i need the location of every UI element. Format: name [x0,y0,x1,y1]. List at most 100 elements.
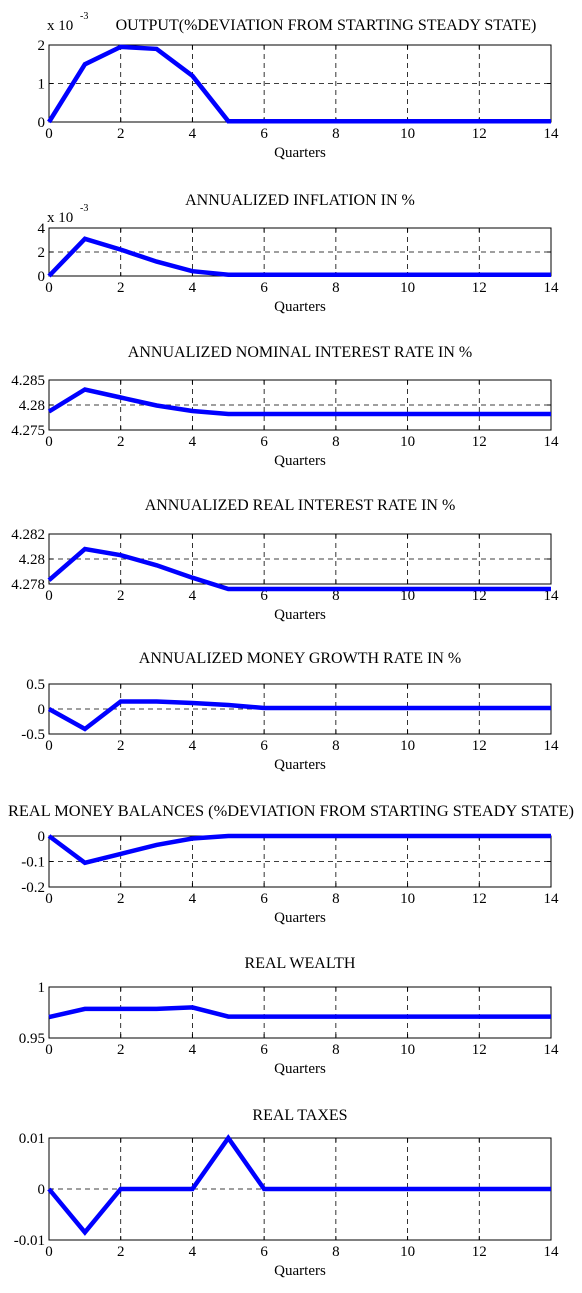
x-tick-label: 8 [332,738,340,754]
x-tick-label: 2 [117,738,125,754]
x-axis-label: Quarters [274,1061,326,1077]
x-tick-label: 6 [260,1042,268,1058]
plot-frame [48,986,552,1039]
y-tick-label: 4.28 [19,552,45,568]
x-tick-label: 2 [117,280,125,296]
x-axis-label: Quarters [274,607,326,623]
x-tick-label: 6 [260,126,268,142]
y-tick-label: 4.275 [11,423,45,439]
x-tick-label: 0 [45,588,53,604]
series-line [48,1005,551,1020]
series-line [47,833,551,866]
axis-exponent-power: -3 [80,203,88,214]
x-axis-label: Quarters [274,910,326,926]
y-tick-label: 0.95 [19,1031,45,1047]
x-tick-label: 12 [472,434,487,450]
y-tick-label: -0.1 [21,855,45,871]
chart-panel-3: ANNUALIZED NOMINAL INTEREST RATE IN % 0 2 4… [11,344,559,469]
x-tick-label: 12 [472,588,487,604]
x-axis-label: Quarters [274,757,326,773]
y-tick-label: -0.2 [21,880,45,896]
y-tick-label: 0 [38,269,46,285]
x-tick-label: 0 [45,891,53,907]
x-tick-label: 2 [117,434,125,450]
y-tick-label: 1 [38,980,46,996]
series-line [47,699,551,732]
x-tick-label: 10 [400,738,415,754]
chart-title: ANNUALIZED INFLATION IN % [185,192,415,209]
chart-panel-4: ANNUALIZED REAL INTEREST RATE IN % 0 2 4 6 8 1… [11,497,559,623]
series-line [47,546,551,592]
x-tick-label: 14 [544,738,560,754]
chart-title: ANNUALIZED REAL INTEREST RATE IN % [145,497,456,514]
x-tick-label: 6 [260,1244,268,1260]
x-tick-label: 4 [189,738,197,754]
x-tick-label: 2 [117,588,125,604]
x-tick-label: 0 [45,1244,53,1260]
x-tick-label: 14 [544,1244,560,1260]
x-axis-label: Quarters [274,453,326,469]
x-tick-label: 14 [544,588,560,604]
x-tick-label: 0 [45,434,53,450]
y-tick-label: 0.5 [26,677,45,693]
chart-title: REAL WEALTH [245,955,356,972]
x-tick-label: 14 [544,1042,560,1058]
x-tick-label: 12 [472,1244,487,1260]
chart-panel-2: ANNUALIZED INFLATION IN % x 10 -3 0 2 4 6 8 10 12… [38,192,560,315]
x-tick-label: 8 [332,1244,340,1260]
x-tick-label: 4 [189,891,197,907]
x-axis-label: Quarters [274,1263,326,1279]
x-tick-label: 14 [544,280,560,296]
x-tick-label: 6 [260,280,268,296]
y-tick-label: 4.282 [11,527,45,543]
series-line [47,1134,551,1236]
y-tick-label: 2 [38,38,46,54]
x-tick-label: 8 [332,434,340,450]
chart-title: ANNUALIZED MONEY GROWTH RATE IN % [139,650,461,667]
x-tick-label: 8 [332,1042,340,1058]
x-tick-label: 0 [45,280,53,296]
y-tick-label: 4.278 [11,577,45,593]
x-tick-label: 6 [260,434,268,450]
x-tick-label: 10 [400,1244,415,1260]
x-tick-label: 8 [332,280,340,296]
x-tick-label: 10 [400,126,415,142]
x-tick-label: 14 [544,434,560,450]
series-line [47,236,551,278]
x-axis-label: Quarters [274,299,326,315]
y-tick-label: 0 [38,1182,46,1198]
y-tick-label: 0 [38,829,46,845]
x-tick-label: 6 [260,891,268,907]
x-tick-label: 10 [400,1042,415,1058]
x-tick-label: 6 [260,588,268,604]
y-tick-label: 4.285 [11,373,45,389]
y-tick-label: 0 [38,115,46,131]
x-tick-label: 12 [472,891,487,907]
x-tick-label: 12 [472,738,487,754]
x-tick-label: 10 [400,588,415,604]
x-tick-label: 0 [45,1042,53,1058]
x-tick-label: 10 [400,891,415,907]
x-tick-label: 0 [45,126,53,142]
x-tick-label: 12 [472,280,487,296]
y-tick-label: -0.5 [21,727,45,743]
x-tick-label: 4 [189,434,197,450]
axis-exponent-label: x 10 [47,210,73,226]
chart-panel-7: REAL WEALTH 0 2 4 6 8 10 12 14 0.95 1 Quarters [19,955,559,1077]
axis-exponent-label: x 10 [47,18,73,34]
y-tick-label: 4.28 [19,398,45,414]
x-tick-label: 8 [332,588,340,604]
y-tick-label: 0 [38,702,46,718]
x-tick-label: 4 [189,1244,197,1260]
x-tick-label: 2 [117,1042,125,1058]
x-tick-label: 8 [332,891,340,907]
x-tick-label: 14 [544,126,560,142]
y-tick-label: 1 [38,77,46,93]
x-axis-label: Quarters [274,145,326,161]
x-tick-label: 8 [332,126,340,142]
y-tick-label: -0.01 [14,1233,45,1249]
y-tick-label: 0.01 [19,1131,45,1147]
x-tick-label: 4 [189,588,197,604]
